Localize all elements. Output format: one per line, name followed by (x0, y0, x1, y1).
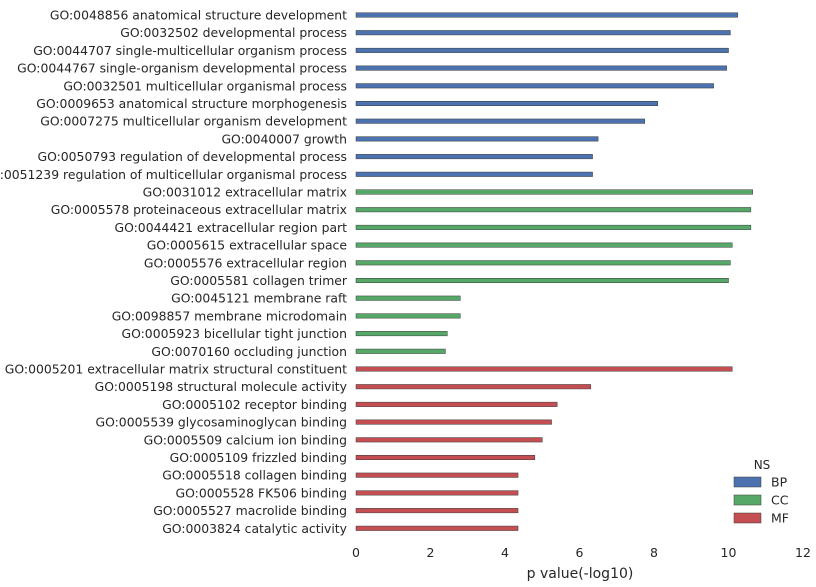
category-label: GO:0045121 membrane raft (171, 291, 347, 306)
category-label: GO:0098857 membrane microdomain (112, 308, 347, 323)
x-tick-label: 10 (721, 545, 737, 560)
bar (355, 136, 599, 142)
category-label: GO:0007275 multicellular organism develo… (40, 114, 347, 129)
bar (355, 366, 733, 372)
category-label: GO:0005109 frizzled binding (170, 450, 347, 465)
bar (355, 260, 731, 266)
category-label: GO:0044707 single-multicellular organism… (33, 43, 347, 58)
category-label: GO:0070160 occluding junction (151, 344, 347, 359)
bar (355, 30, 731, 36)
bar (355, 490, 519, 496)
category-label: GO:0003824 catalytic activity (162, 521, 347, 536)
category-label: GO:0040007 growth (221, 131, 347, 146)
bar (355, 207, 752, 213)
legend-label: BP (771, 475, 788, 490)
category-label: GO:0005581 collagen trimer (170, 273, 348, 288)
bar (355, 295, 461, 301)
bar (355, 384, 591, 390)
category-label: GO:0005578 proteinaceous extracellular m… (51, 202, 347, 217)
x-tick-label: 0 (352, 545, 360, 560)
category-label: GO:0005527 macrolide binding (153, 503, 347, 518)
category-labels: GO:0048856 anatomical structure developm… (0, 8, 348, 536)
category-label: GO:0005102 receptor binding (162, 397, 347, 412)
category-label: GO:0044421 extracellular region part (115, 220, 348, 235)
category-label: GO:0005923 bicellular tight junction (122, 326, 348, 341)
category-label: GO:0031012 extracellular matrix (143, 185, 347, 200)
legend-entries: BP CC MF (733, 475, 789, 526)
category-label: GO:0032502 developmental process (120, 25, 347, 40)
legend: NS BP CC MF (733, 458, 789, 526)
category-label: GO:0005201 extracellular matrix structur… (5, 362, 347, 377)
bar (355, 419, 552, 425)
bar (355, 313, 461, 319)
bar (355, 83, 714, 89)
category-label: GO:0005528 FK506 binding (176, 485, 347, 500)
bar (355, 118, 645, 124)
bar (355, 189, 753, 195)
x-axis-ticks: 0 2 4 6 8 10 12 (352, 545, 811, 560)
bar (355, 331, 448, 337)
x-axis-label: p value(-log10) (527, 566, 634, 582)
bars-layer (355, 12, 753, 531)
category-label: GO:0044767 single-organism developmental… (17, 61, 347, 76)
legend-swatch (733, 512, 762, 524)
bar (355, 401, 558, 407)
legend-title: NS (754, 458, 771, 472)
category-label: GO:0005615 extracellular space (147, 238, 347, 253)
category-label: GO:0051239 regulation of multicellular o… (0, 167, 347, 182)
category-label: GO:0050793 regulation of developmental p… (37, 149, 347, 164)
legend-swatch (733, 476, 762, 488)
bar (355, 472, 519, 478)
category-label: GO:0009653 anatomical structure morphoge… (36, 96, 347, 111)
category-label: GO:0005518 collagen binding (162, 468, 347, 483)
category-label: GO:0032501 multicellular organismal proc… (63, 78, 347, 93)
bar (355, 278, 729, 283)
legend-swatch (733, 494, 762, 506)
bar (355, 455, 536, 460)
bar (355, 47, 729, 53)
bar (355, 525, 519, 531)
legend-label: MF (771, 511, 789, 526)
bar (355, 437, 543, 443)
bar (355, 12, 739, 18)
bar (355, 101, 658, 106)
bar (355, 171, 593, 177)
bar (355, 348, 446, 354)
category-label: GO:0005539 glycosaminoglycan binding (96, 415, 348, 430)
category-label: GO:0005509 calcium ion binding (144, 432, 347, 447)
bar (355, 242, 733, 248)
x-tick-label: 4 (501, 545, 509, 560)
category-label: GO:0048856 anatomical structure developm… (50, 8, 347, 23)
x-tick-label: 8 (650, 545, 658, 560)
bar (355, 508, 519, 514)
category-label: GO:0005576 extracellular region (144, 255, 347, 270)
x-tick-label: 6 (576, 545, 584, 560)
bar (355, 154, 593, 160)
bar (355, 224, 752, 230)
category-label: GO:0005198 structural molecule activity (95, 379, 347, 394)
x-tick-label: 12 (795, 545, 811, 560)
legend-label: CC (771, 493, 789, 508)
bar (355, 65, 727, 71)
x-tick-label: 2 (427, 545, 435, 560)
